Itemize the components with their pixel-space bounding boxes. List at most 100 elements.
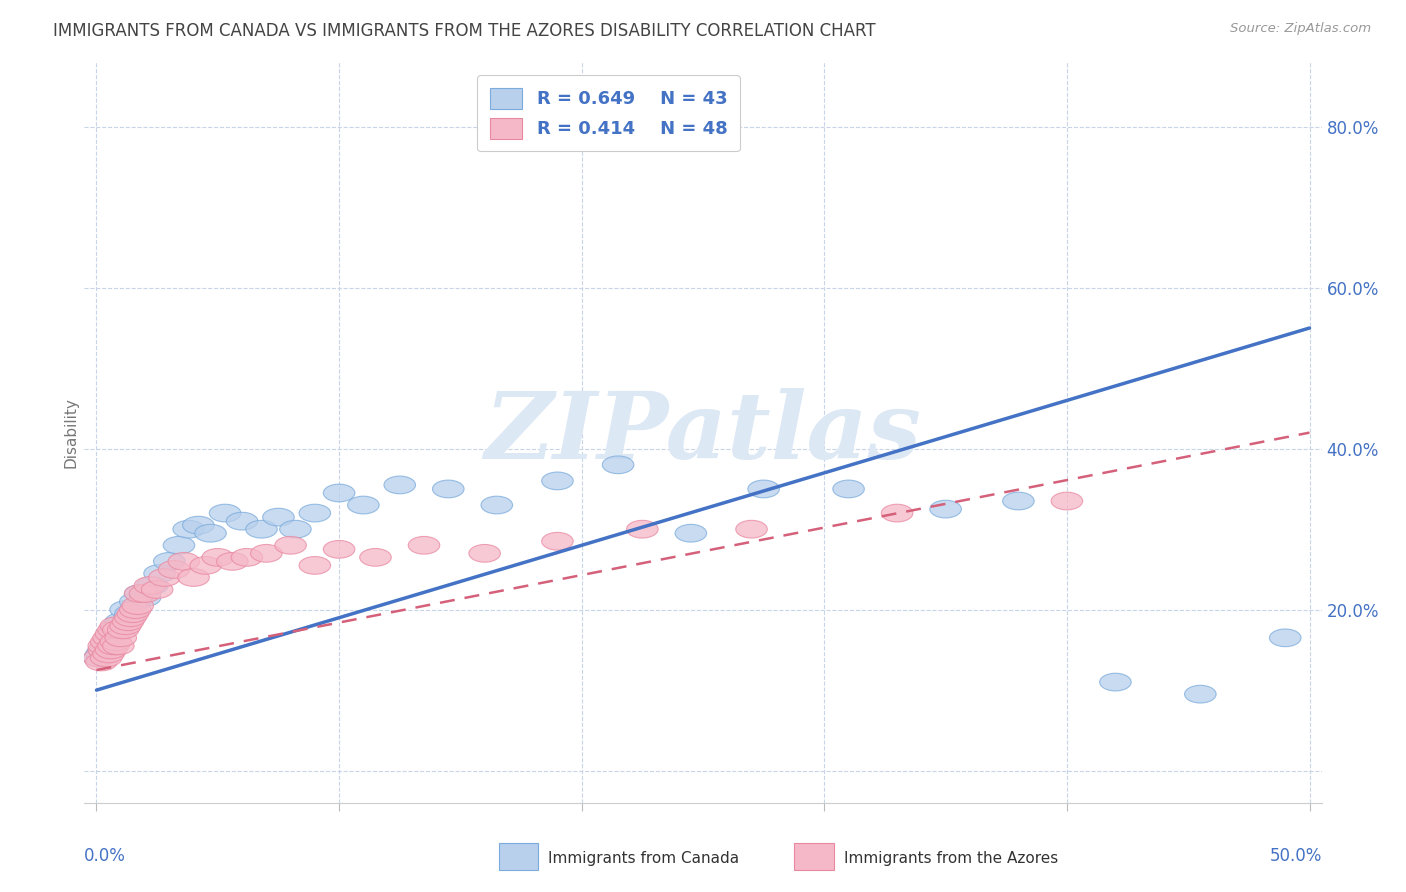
Ellipse shape (129, 585, 160, 602)
Ellipse shape (134, 576, 166, 594)
Text: IMMIGRANTS FROM CANADA VS IMMIGRANTS FROM THE AZORES DISABILITY CORRELATION CHAR: IMMIGRANTS FROM CANADA VS IMMIGRANTS FRO… (53, 22, 876, 40)
Ellipse shape (169, 552, 200, 570)
Ellipse shape (89, 637, 120, 655)
Ellipse shape (627, 520, 658, 538)
Text: ZIPatlas: ZIPatlas (485, 388, 921, 477)
Ellipse shape (86, 645, 117, 663)
Ellipse shape (143, 565, 176, 582)
Ellipse shape (83, 649, 115, 667)
Text: Immigrants from Canada: Immigrants from Canada (548, 851, 740, 865)
Ellipse shape (124, 585, 156, 602)
Ellipse shape (89, 641, 120, 659)
Ellipse shape (83, 649, 115, 667)
Ellipse shape (748, 480, 779, 498)
Ellipse shape (97, 625, 129, 642)
Ellipse shape (96, 641, 127, 659)
Ellipse shape (1099, 673, 1132, 691)
Ellipse shape (90, 649, 122, 667)
Text: 0.0%: 0.0% (84, 847, 127, 865)
Ellipse shape (93, 645, 124, 663)
Ellipse shape (110, 617, 142, 634)
Ellipse shape (153, 552, 186, 570)
Text: Source: ZipAtlas.com: Source: ZipAtlas.com (1230, 22, 1371, 36)
Ellipse shape (1052, 492, 1083, 510)
Ellipse shape (602, 456, 634, 474)
Ellipse shape (481, 496, 513, 514)
Ellipse shape (263, 508, 294, 526)
Legend: R = 0.649    N = 43, R = 0.414    N = 48: R = 0.649 N = 43, R = 0.414 N = 48 (477, 75, 740, 151)
Ellipse shape (100, 617, 132, 634)
Ellipse shape (202, 549, 233, 566)
Ellipse shape (183, 516, 214, 534)
Text: Immigrants from the Azores: Immigrants from the Azores (844, 851, 1057, 865)
Ellipse shape (115, 609, 146, 626)
Ellipse shape (100, 621, 132, 639)
Ellipse shape (120, 601, 150, 618)
Ellipse shape (159, 560, 190, 578)
Ellipse shape (86, 653, 117, 671)
Ellipse shape (408, 536, 440, 554)
Ellipse shape (190, 557, 221, 574)
Ellipse shape (177, 568, 209, 586)
Ellipse shape (1185, 685, 1216, 703)
Ellipse shape (90, 633, 122, 650)
Ellipse shape (433, 480, 464, 498)
Ellipse shape (173, 520, 204, 538)
Ellipse shape (110, 601, 142, 618)
Ellipse shape (97, 637, 129, 655)
Ellipse shape (103, 621, 134, 639)
Ellipse shape (124, 585, 156, 602)
Ellipse shape (115, 605, 146, 623)
Ellipse shape (832, 480, 865, 498)
Ellipse shape (323, 484, 354, 502)
Ellipse shape (274, 536, 307, 554)
Ellipse shape (93, 629, 124, 647)
Ellipse shape (280, 520, 311, 538)
Ellipse shape (96, 629, 127, 647)
Ellipse shape (323, 541, 354, 558)
Ellipse shape (89, 641, 120, 659)
Text: 50.0%: 50.0% (1270, 847, 1322, 865)
Ellipse shape (136, 576, 169, 594)
Ellipse shape (195, 524, 226, 542)
Ellipse shape (347, 496, 380, 514)
Ellipse shape (117, 605, 149, 623)
Ellipse shape (1270, 629, 1301, 647)
Ellipse shape (468, 544, 501, 562)
Ellipse shape (120, 593, 150, 610)
Y-axis label: Disability: Disability (63, 397, 79, 468)
Ellipse shape (163, 536, 195, 554)
Ellipse shape (1002, 492, 1035, 510)
Ellipse shape (90, 637, 122, 655)
Ellipse shape (100, 633, 132, 650)
Ellipse shape (250, 544, 283, 562)
Ellipse shape (675, 524, 707, 542)
Ellipse shape (882, 504, 912, 522)
Ellipse shape (541, 472, 574, 490)
Ellipse shape (97, 621, 129, 639)
Ellipse shape (103, 637, 134, 655)
Ellipse shape (112, 613, 143, 631)
Ellipse shape (149, 568, 180, 586)
Ellipse shape (541, 533, 574, 550)
Ellipse shape (217, 552, 247, 570)
Ellipse shape (384, 476, 416, 494)
Ellipse shape (105, 613, 136, 631)
Ellipse shape (246, 520, 277, 538)
Ellipse shape (129, 589, 160, 607)
Ellipse shape (96, 625, 127, 642)
Ellipse shape (231, 549, 263, 566)
Ellipse shape (209, 504, 240, 522)
Ellipse shape (299, 504, 330, 522)
Ellipse shape (105, 629, 136, 647)
Ellipse shape (360, 549, 391, 566)
Ellipse shape (929, 500, 962, 518)
Ellipse shape (735, 520, 768, 538)
Ellipse shape (142, 581, 173, 599)
Ellipse shape (107, 621, 139, 639)
Ellipse shape (122, 597, 153, 615)
Ellipse shape (226, 512, 257, 530)
Ellipse shape (103, 617, 134, 634)
Ellipse shape (93, 633, 124, 650)
Ellipse shape (299, 557, 330, 574)
